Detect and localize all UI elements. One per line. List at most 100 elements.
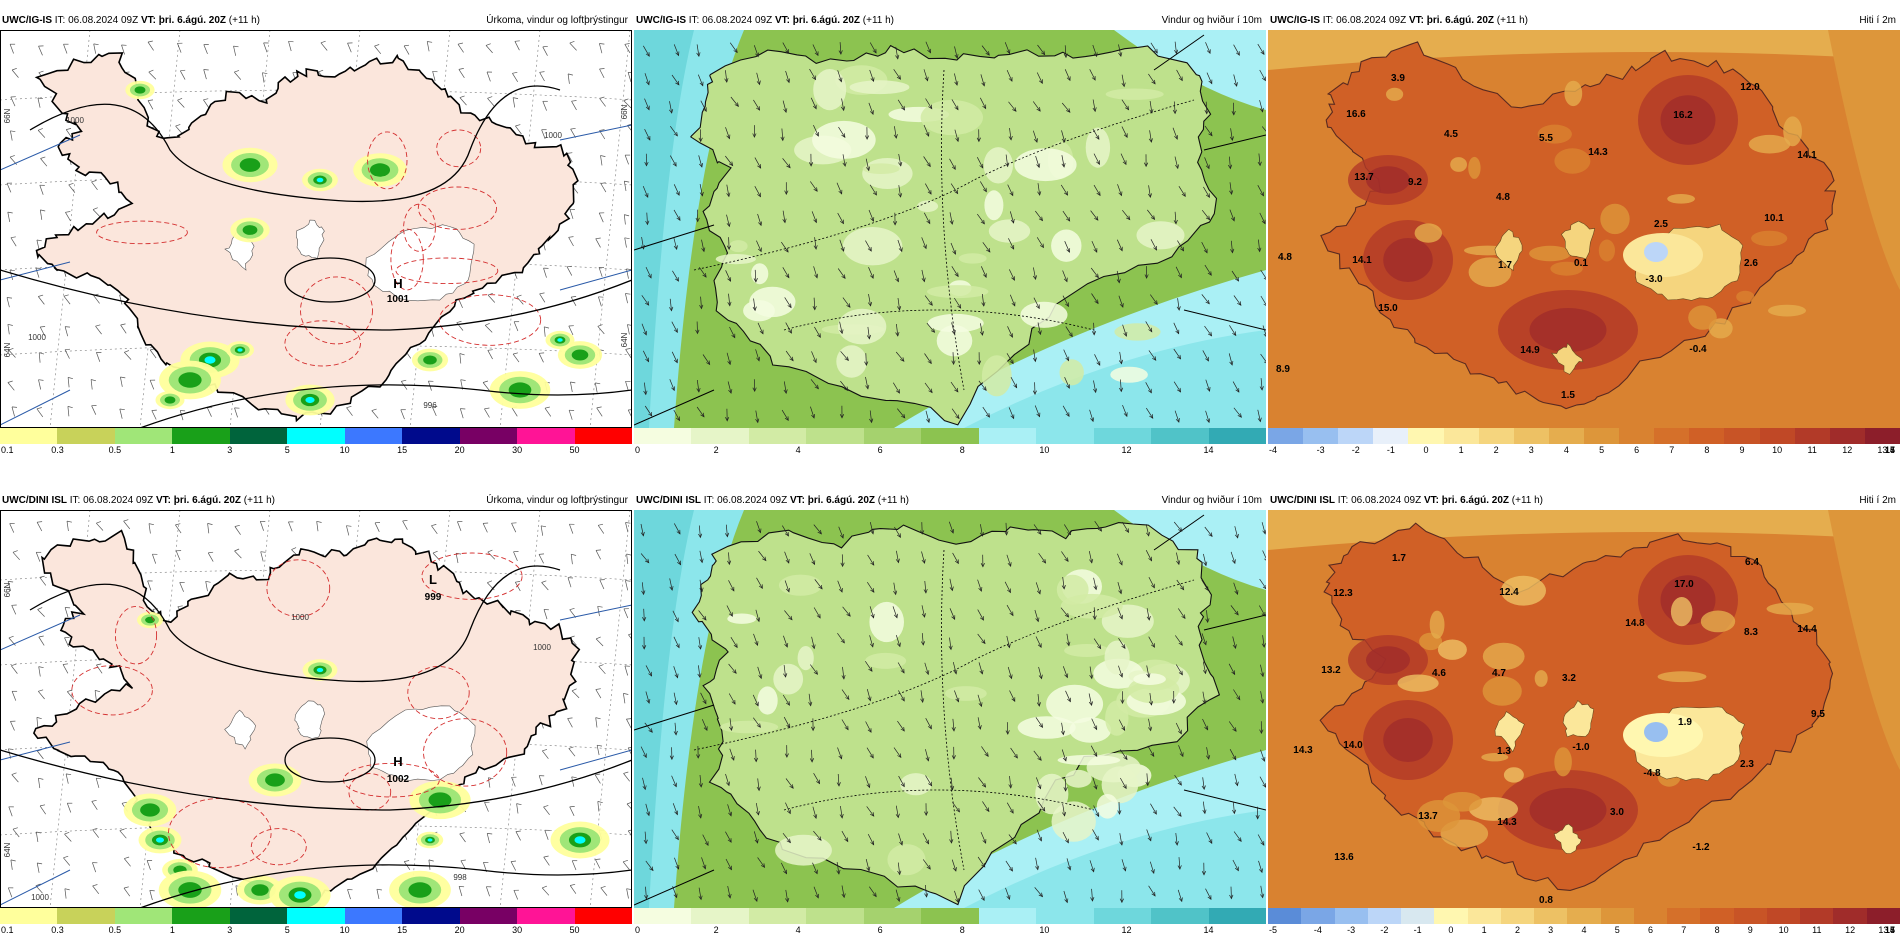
temperature-value-label: 1.5 [1561,390,1575,401]
temperature-value-label: 13.2 [1321,665,1341,676]
temperature-value-label: 1.3 [1497,746,1511,757]
colorbar-tick-label: 8 [1704,445,1710,455]
colorbar-swatch [1151,428,1210,444]
colorbar-swatch [1338,428,1374,444]
model-name: UWC/IG-IS [2,15,52,26]
colorbar-tick-label: 4 [1581,925,1587,935]
init-time: 06.08.2024 09Z [717,495,788,506]
temperature-value-label: -1.2 [1692,842,1710,853]
colorbar-swatch [1654,428,1690,444]
colorbar-swatch [1689,428,1725,444]
colorbar-tick-label: -2 [1351,445,1360,455]
colorbar-swatch [402,908,461,924]
colorbar-swatch [1833,908,1868,924]
colorbar-tick-label: 2 [1514,925,1521,935]
valid-time: þri. 6.ágú. 20Z [158,15,226,26]
temperature-value-label: 3.9 [1391,73,1405,84]
temperature-value-label: 3.2 [1562,673,1576,684]
colorbar-tick-label: 10 [1772,445,1783,455]
colorbar-swatch [1513,428,1550,444]
colorbar-swatch [402,428,461,444]
colorbar-tick-label: 12 [1842,445,1853,455]
panel-title: UWC/IG-IS IT: 06.08.2024 09Z VT: þri. 6.… [0,12,632,30]
temperature-value-label: 14.1 [1797,150,1817,161]
map-canvas[interactable]: 3.9 16.6 4.5 5.5 14.3 16.2 12.0 14.1 13.7 9.2 4.8 1… [1268,30,1900,428]
valid-time: þri. 6.ágú. 20Z [792,15,860,26]
colorbar-tick-label: 9 [1747,925,1753,935]
colorbar-swatch [517,908,576,924]
colorbar-swatch [172,428,231,444]
temperature-value-label: 12.4 [1499,587,1519,598]
colorbar-swatch [863,428,922,444]
latitude-label: 64N [3,842,12,857]
colorbar-swatch [1794,428,1831,444]
glacier-shape [1562,700,1595,738]
map-svg [634,510,1266,908]
temperature-value-label: 2.6 [1744,258,1758,269]
colorbar-swatch [57,428,116,444]
colorbar-swatch [1301,908,1335,924]
colorbar: -5 -4 -3 -2 -1 0 1 2 3 4 5 6 7 8 9 10 11 12 13 14 15 16 17 [1268,908,1900,936]
map-canvas[interactable]: L999H100210001000100099866N64N63N [0,510,632,908]
colorbar-tick-label: -1 [1386,445,1395,455]
map-canvas[interactable]: 1.7 6.4 12.3 12.4 17.0 14.8 8.3 14.4 13.2 4.6 4.7 3… [1268,510,1900,908]
colorbar-tick-label: 7 [1681,925,1687,935]
colorbar-swatch [1373,428,1409,444]
colorbar-tick-label: 0 [635,925,641,935]
temperature-value-label: 14.0 [1343,740,1363,751]
map-canvas[interactable] [634,510,1266,908]
lead-time: (+11 h) [1511,495,1544,506]
parameter-name: Úrkoma, vindur og loftþrýstingur [486,495,628,506]
init-time: 06.08.2024 09Z [68,15,139,26]
colorbar-tick-label: 14 [1203,445,1214,455]
colorbar-tick-label: 17 [1884,445,1896,455]
colorbar-tick-label: -3 [1347,925,1356,935]
colorbar-swatch [634,908,692,924]
latitude-label: 64N [620,332,629,347]
colorbar: 0.1 0.3 0.5 1 3 5 10 15 20 30 50 [0,428,633,456]
colorbar-swatch [921,908,980,924]
colorbar-tick-label: 30 [512,925,523,935]
colorbar-swatch [1093,908,1152,924]
colorbar-swatch [1303,428,1339,444]
colorbar-swatch [517,428,576,444]
temperature-value-label: 2.5 [1654,219,1668,230]
colorbar: 0 2 4 6 8 10 12 14 [634,428,1267,456]
colorbar-swatch [806,908,865,924]
colorbar-tick-label: 4 [1563,445,1569,455]
glacier-shape [1494,228,1523,272]
colorbar-tick-label: 0.3 [51,445,64,455]
valid-time-label: VT: [789,495,805,506]
colorbar-tick-label: 10 [1778,925,1789,935]
colorbar-swatch [1600,908,1635,924]
lead-time: (+11 h) [862,15,895,26]
map-canvas[interactable] [634,30,1266,428]
colorbar-tick-label: 6 [877,925,883,935]
colorbar-swatch [1534,908,1568,924]
pressure-center-label: H [393,754,402,769]
init-time-label: IT: [69,495,81,506]
colorbar-swatch [229,908,288,924]
map-canvas[interactable]: H100110001000100099699666N64N63N66N64N [0,30,632,428]
colorbar-tick-label: 15 [397,445,408,455]
colorbar-swatch [1733,908,1768,924]
colorbar-tick-label: 3 [1528,445,1534,455]
parameter-name: Hiti í 2m [1859,495,1896,506]
map-svg: 3.9 16.6 4.5 5.5 14.3 16.2 12.0 14.1 13.7 9.2 4.8 1… [1268,30,1900,428]
colorbar-swatch [1434,908,1469,924]
colorbar-swatch [1829,428,1866,444]
colorbar-tick-label: 11 [1807,445,1817,455]
colorbar-swatch [748,908,807,924]
colorbar-tick-label: 2 [713,445,719,455]
init-time: 06.08.2024 09Z [1336,15,1407,26]
colorbar-swatch [114,908,173,924]
colorbar-tick-label: 3 [1548,925,1554,935]
colorbar-swatch [1268,428,1304,444]
temperature-value-label: 13.7 [1354,172,1374,183]
latitude-label: 66N [3,108,12,123]
colorbar-swatch [1567,908,1602,924]
temperature-value-label: 4.5 [1444,129,1458,140]
init-time-label: IT: [54,15,66,26]
temperature-value-label: -0.4 [1689,344,1707,355]
temperature-value-label: 2.3 [1740,759,1754,770]
